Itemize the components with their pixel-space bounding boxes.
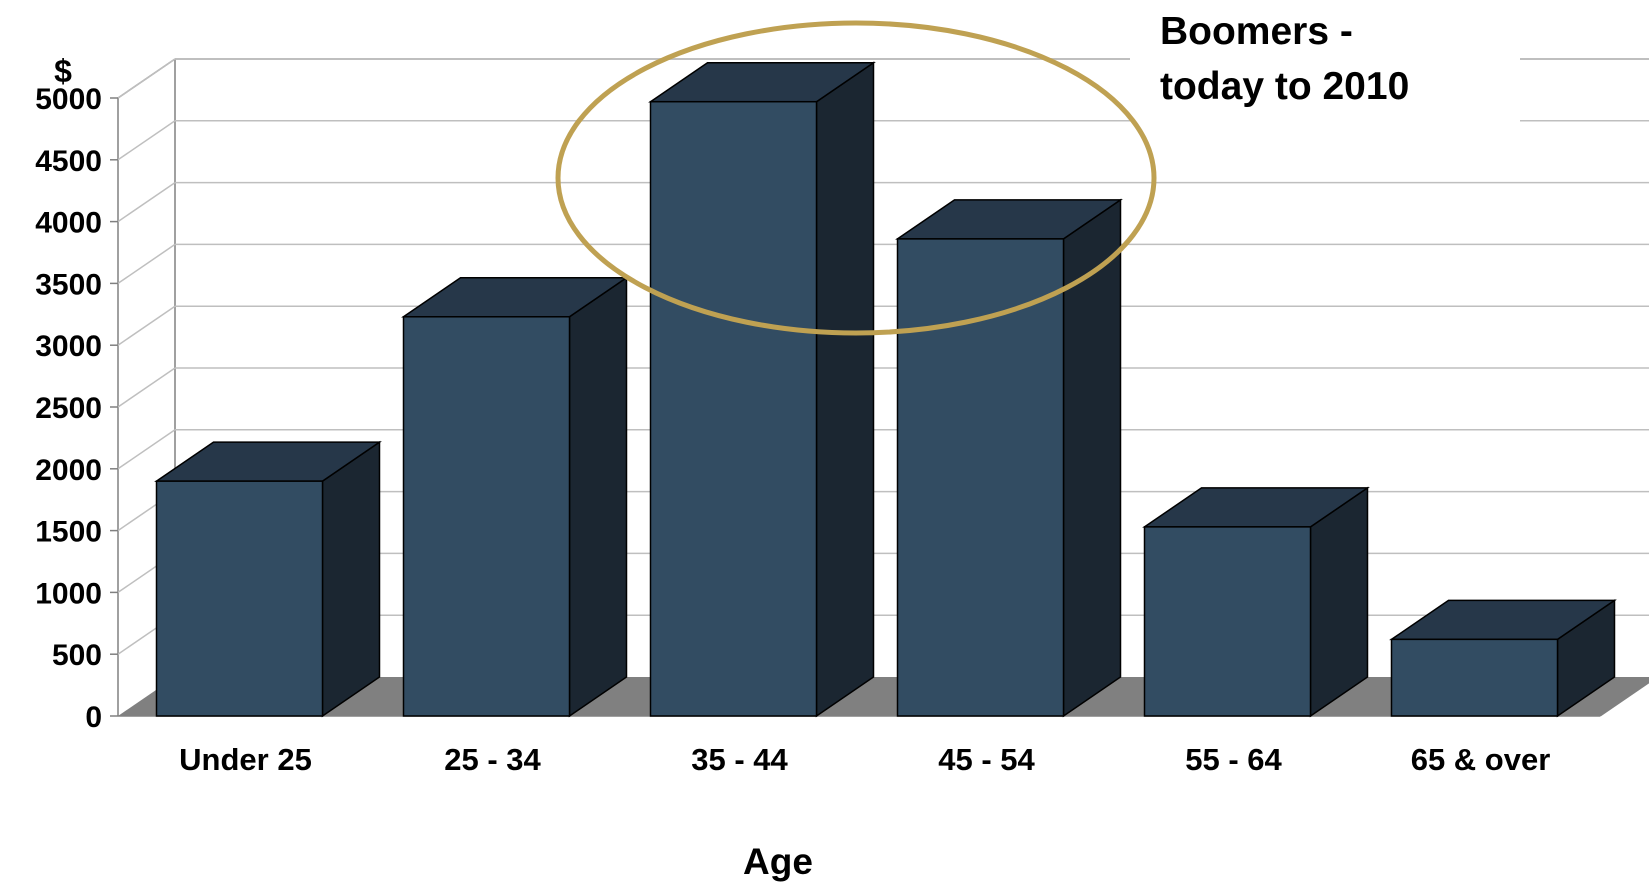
y-tick-label: 1500 [35,516,102,549]
bars [154,61,1617,718]
x-tick-label: Under 25 [179,742,312,777]
bar-side [568,276,628,718]
gridline-side [117,305,176,346]
bar-front [155,480,324,717]
y-tick-label: 2500 [35,392,102,425]
y-tick-label: 3000 [35,330,102,363]
bar-front [649,100,818,717]
x-tick-label: 45 - 54 [938,742,1035,777]
bar-front [402,316,571,717]
gridline-side [117,429,176,470]
bar-front [1390,638,1559,717]
callout: Boomers - today to 2010 [1130,5,1520,123]
bar [154,440,382,718]
bar [1389,598,1617,718]
bar [401,276,629,718]
y-tick-label: 4500 [35,145,102,178]
gridline-side [117,367,176,408]
bar-front [896,238,1065,717]
bar [1142,486,1370,718]
gridline-side [117,181,176,223]
bar-side [1062,198,1122,718]
y-tick-label: 3500 [35,268,102,301]
gridline-side [117,243,176,285]
y-tick-label: 1000 [35,577,102,610]
gridline-side [117,120,176,161]
x-tick-label: 55 - 64 [1185,742,1282,777]
callout-background [1130,5,1520,123]
callout-line-1: Boomers - [1160,10,1353,53]
bar-front [1143,526,1312,717]
callout-line-2: today to 2010 [1160,65,1409,108]
bar-side [321,440,381,718]
y-tick-label: 0 [85,701,102,734]
y-axis-unit-label: $ [54,53,72,89]
floor-right-edge [1599,681,1649,717]
x-tick-label: 25 - 34 [444,742,541,777]
x-axis-category-labels: Under 25 25 - 34 35 - 44 45 - 54 55 - 64 65 &… [179,742,1550,777]
x-axis-title: Age [743,841,813,882]
x-tick-label: 35 - 44 [691,742,788,777]
y-tick-label: 5000 [35,83,102,116]
bar-side [815,61,875,718]
highlight-ellipse [555,20,1157,336]
y-tick-label: 500 [52,639,102,672]
bar-side [1309,486,1369,718]
y-axis-tick-labels: 0 500 1000 1500 2000 2500 3000 3500 4000 4500 5000 [35,83,118,734]
y-tick-label: 2000 [35,454,102,487]
y-tick-label: 4000 [35,207,102,240]
bar [648,61,876,718]
gridline-side [117,58,176,99]
x-tick-label: 65 & over [1411,742,1551,777]
